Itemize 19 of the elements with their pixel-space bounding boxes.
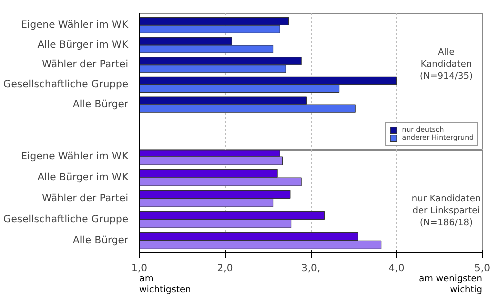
y-tick-label: Wähler der Partei — [42, 193, 129, 204]
y-tick-label: Eigene Wähler im WK — [21, 20, 129, 31]
y-tick-label: Alle Bürger — [73, 99, 130, 110]
x-tick-label: 3,0, — [301, 264, 321, 274]
y-tick-label: Wähler der Partei — [42, 60, 129, 71]
x-tick-label: 2,0 — [217, 264, 234, 274]
x-tick-label: 1,0 — [132, 264, 148, 274]
annotation: Alle Kandidaten (N=914/35) — [420, 48, 473, 82]
text: am wichtigsten — [140, 274, 192, 296]
y-tick-label: Eigene Wähler im WK — [21, 151, 129, 162]
x-tick-label: 4,0 — [388, 264, 405, 274]
y-tick-label: Alle Bürger im WK — [38, 40, 129, 51]
text: am wenigsten wichtig — [419, 274, 483, 296]
x-tick-label: 5,0 — [474, 264, 490, 274]
y-tick-label: Gesellschaftliche Gruppe — [3, 79, 128, 90]
annotation: nur Kandidaten der Linkspartei (N=186/18) — [412, 194, 482, 228]
y-tick-label: Gesellschaftliche Gruppe — [3, 214, 128, 226]
y-tick-label: Alle Bürger im WK — [38, 172, 129, 184]
y-tick-label: Alle Bürger — [73, 235, 130, 246]
